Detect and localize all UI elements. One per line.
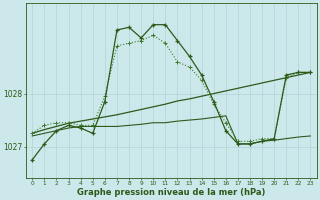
X-axis label: Graphe pression niveau de la mer (hPa): Graphe pression niveau de la mer (hPa): [77, 188, 266, 197]
